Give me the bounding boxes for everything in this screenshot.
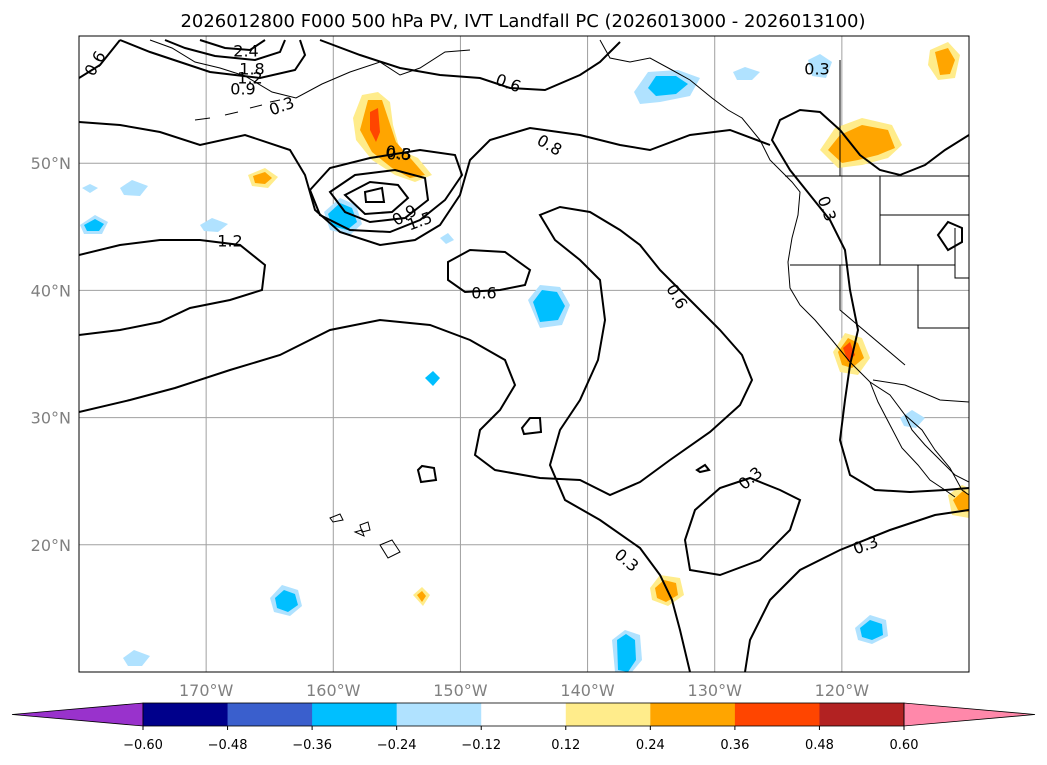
contour-label: 0.6: [384, 141, 412, 164]
latitude-tick-labels: 50°N 40°N 30°N 20°N: [31, 154, 71, 555]
contour-label: 0.9: [230, 80, 255, 99]
us-state-lines: [790, 60, 969, 366]
map-background: [79, 36, 969, 672]
colorbar-extend-low: [11, 702, 144, 727]
colorbar-tick-label: 0.12: [551, 738, 580, 753]
alaska-coast: [149, 39, 471, 99]
negative-anomaly: [270, 585, 302, 616]
negative-anomaly: [612, 630, 642, 672]
colorbar-tick-label: 0.60: [890, 738, 919, 753]
pv-contour: [79, 205, 754, 672]
pv-contour: [79, 239, 267, 336]
positive-anomaly: [413, 587, 430, 606]
pv-contour: [770, 108, 969, 494]
colorbar-segment: [565, 703, 651, 726]
contour-label: 1.8: [239, 60, 264, 79]
pv-contours: [79, 39, 969, 672]
pv-contour: [319, 39, 621, 92]
colorbar-segment: [227, 703, 313, 726]
latitude-tick-label: 50°N: [31, 154, 71, 173]
colorbar: −0.60 −0.48 −0.36 −0.24 −0.12 0.12 0.24 0.36 0.4…: [11, 702, 1036, 753]
mexico-border: [872, 379, 969, 403]
longitude-tick-labels: 170°W 160°W 150°W 140°W 130°W 120°W: [179, 681, 869, 700]
colorbar-segments: [11, 702, 1036, 727]
colorbar-segment: [650, 703, 736, 726]
colorbar-tick-label: −0.36: [292, 738, 332, 753]
latitude-tick-label: 20°N: [31, 536, 71, 555]
pv-contour: [695, 463, 711, 474]
negative-anomaly: [80, 54, 925, 666]
pv-contour: [343, 180, 410, 216]
pv-contour: [164, 39, 286, 62]
contour-label: 2.4: [233, 42, 258, 61]
map-frame: [78, 35, 970, 673]
pv-contour: [199, 39, 266, 52]
colorbar-tick-label: 0.24: [636, 738, 665, 753]
pv-contour: [79, 39, 121, 79]
colorbar-segment: [734, 703, 820, 726]
negative-anomaly: [634, 70, 700, 104]
longitude-tick-label: 150°W: [433, 681, 488, 700]
pv-contour: [744, 509, 969, 672]
longitude-tick-label: 120°W: [815, 681, 870, 700]
colorbar-tick-label: −0.12: [461, 738, 501, 753]
pv-contour: [119, 39, 307, 80]
negative-anomaly: [528, 285, 570, 328]
longitude-tick-label: 160°W: [306, 681, 361, 700]
contour-label: 0.3: [386, 145, 411, 164]
coastlines: [149, 39, 969, 559]
positive-anomaly: [948, 485, 969, 518]
baja-california-coast: [869, 381, 956, 498]
colorbar-tick-label: −0.24: [377, 738, 417, 753]
pv-contour: [328, 168, 430, 224]
aleutian-islands: [194, 99, 281, 121]
hawaii-islands: [329, 513, 401, 559]
colorbar-segment: [481, 703, 567, 726]
negative-anomaly: [855, 615, 888, 644]
colorbar-frame: [142, 702, 905, 727]
contour-label: 1.2: [237, 69, 262, 88]
longitude-tick-label: 170°W: [179, 681, 234, 700]
latitude-tick-label: 30°N: [31, 409, 71, 428]
pv-contour: [936, 220, 963, 252]
colorbar-tick-labels: −0.60 −0.48 −0.36 −0.24 −0.12 0.12 0.24 0.36 0.4…: [123, 726, 918, 753]
longitude-tick-label: 140°W: [560, 681, 615, 700]
colorbar-tick-label: −0.48: [208, 738, 248, 753]
pv-contour: [447, 248, 532, 294]
colorbar-segment: [819, 703, 905, 726]
positive-anomaly: [248, 168, 278, 188]
contour-label: 0.6: [471, 284, 496, 303]
colorbar-tick-label: −0.60: [123, 738, 163, 753]
map-panel: 2.41.81.20.90.60.60.30.80.60.91.51.20.6 0…: [78, 35, 970, 673]
contour-label: 1.2: [217, 232, 242, 251]
map-title: 2026012800 F000 500 hPa PV, IVT Landfall…: [180, 11, 865, 32]
colorbar-tick-label: 0.48: [805, 738, 834, 753]
pv-contour: [416, 464, 438, 484]
pv-contour: [683, 476, 802, 577]
longitude-tick-label: 130°W: [688, 681, 743, 700]
latitude-tick-label: 40°N: [31, 281, 71, 300]
pv-contour: [79, 121, 771, 247]
positive-anomaly: [353, 92, 432, 182]
colorbar-extend-high: [903, 702, 1036, 727]
pv-contour: [308, 148, 464, 234]
colorbar-tick-label: 0.36: [720, 738, 749, 753]
colorbar-segment: [312, 703, 398, 726]
colorbar-segment: [143, 703, 229, 726]
colorbar-segment: [396, 703, 482, 726]
north-america-coast: [599, 39, 969, 496]
pv-contour: [520, 417, 543, 436]
positive-anomaly: [928, 42, 960, 80]
mainland-mexico-coast: [904, 414, 969, 483]
pv-contour: [363, 186, 386, 203]
contour-label: 0.3: [804, 60, 829, 79]
